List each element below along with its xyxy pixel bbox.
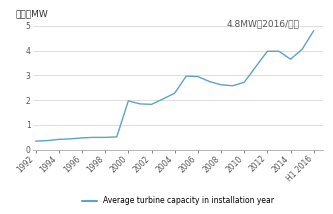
- Average turbine capacity in installation year: [103, 136, 107, 139]
- Text: 単位：MW: 単位：MW: [16, 9, 49, 18]
- Average turbine capacity in installation year: [138, 103, 142, 105]
- Average turbine capacity in installation year: [68, 138, 72, 140]
- Average turbine capacity in installation year: [231, 85, 235, 87]
- Legend: Average turbine capacity in installation year: Average turbine capacity in installation…: [79, 193, 277, 208]
- Average turbine capacity in installation year: [173, 92, 177, 95]
- Average turbine capacity in installation year: [265, 50, 269, 52]
- Line: Average turbine capacity in installation year: Average turbine capacity in installation…: [36, 31, 314, 141]
- Average turbine capacity in installation year: [219, 83, 223, 86]
- Average turbine capacity in installation year: [115, 136, 119, 138]
- Text: 4.8MW（2016/上）: 4.8MW（2016/上）: [227, 20, 300, 29]
- Average turbine capacity in installation year: [126, 100, 130, 102]
- Average turbine capacity in installation year: [184, 75, 188, 77]
- Average turbine capacity in installation year: [80, 137, 84, 139]
- Average turbine capacity in installation year: [161, 98, 165, 100]
- Average turbine capacity in installation year: [92, 136, 96, 139]
- Average turbine capacity in installation year: [207, 80, 211, 83]
- Average turbine capacity in installation year: [57, 138, 61, 141]
- Average turbine capacity in installation year: [34, 140, 38, 142]
- Average turbine capacity in installation year: [300, 48, 304, 51]
- Average turbine capacity in installation year: [150, 103, 154, 106]
- Average turbine capacity in installation year: [196, 75, 200, 78]
- Average turbine capacity in installation year: [254, 65, 258, 68]
- Average turbine capacity in installation year: [277, 50, 281, 52]
- Average turbine capacity in installation year: [45, 139, 49, 142]
- Average turbine capacity in installation year: [289, 58, 293, 61]
- Average turbine capacity in installation year: [312, 29, 316, 32]
- Average turbine capacity in installation year: [242, 81, 246, 83]
